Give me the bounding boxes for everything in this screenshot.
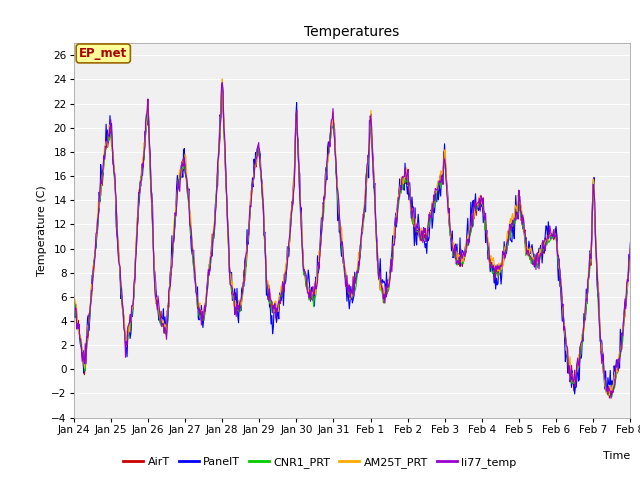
AM25T_PRT	[218, 76, 226, 82]
CNR1_PRT	[194, 303, 202, 309]
AirT	[80, 368, 88, 373]
AM25T_PRT	[70, 296, 77, 301]
AM25T_PRT	[80, 356, 88, 361]
Line: CNR1_PRT: CNR1_PRT	[74, 89, 630, 397]
PanelT	[627, 240, 634, 245]
CNR1_PRT	[608, 394, 616, 400]
PanelT	[607, 391, 615, 397]
AM25T_PRT	[224, 218, 232, 224]
CNR1_PRT	[137, 174, 145, 180]
li77_temp	[80, 357, 88, 363]
Line: li77_temp: li77_temp	[74, 83, 630, 398]
li77_temp	[224, 223, 232, 229]
AirT	[605, 395, 613, 401]
Line: AirT: AirT	[74, 84, 630, 398]
AM25T_PRT	[437, 168, 445, 174]
AM25T_PRT	[627, 243, 634, 249]
Legend: AirT, PanelT, CNR1_PRT, AM25T_PRT, li77_temp: AirT, PanelT, CNR1_PRT, AM25T_PRT, li77_…	[119, 452, 521, 472]
li77_temp	[627, 246, 634, 252]
AirT	[224, 228, 232, 234]
li77_temp	[607, 396, 615, 401]
AirT	[627, 246, 634, 252]
PanelT	[218, 80, 226, 85]
PanelT	[137, 183, 145, 189]
CNR1_PRT	[437, 185, 445, 191]
AirT	[218, 81, 226, 87]
li77_temp	[437, 180, 445, 186]
PanelT	[437, 193, 445, 199]
Line: AM25T_PRT: AM25T_PRT	[74, 79, 630, 395]
AirT	[437, 171, 445, 177]
CNR1_PRT	[627, 246, 634, 252]
AM25T_PRT	[605, 392, 613, 398]
PanelT	[80, 370, 88, 376]
CNR1_PRT	[218, 86, 226, 92]
CNR1_PRT	[70, 294, 77, 300]
li77_temp	[194, 297, 202, 303]
AM25T_PRT	[137, 179, 145, 185]
AirT	[70, 292, 77, 298]
PanelT	[224, 219, 232, 225]
Text: Time: Time	[603, 451, 630, 461]
PanelT	[194, 284, 202, 290]
li77_temp	[420, 229, 428, 235]
Y-axis label: Temperature (C): Temperature (C)	[37, 185, 47, 276]
Title: Temperatures: Temperatures	[305, 25, 399, 39]
CNR1_PRT	[80, 353, 88, 359]
li77_temp	[70, 303, 77, 309]
AM25T_PRT	[420, 230, 428, 236]
AirT	[137, 175, 145, 181]
li77_temp	[218, 80, 226, 85]
CNR1_PRT	[420, 236, 428, 241]
AirT	[194, 305, 202, 311]
Text: EP_met: EP_met	[79, 47, 127, 60]
PanelT	[420, 239, 428, 245]
AirT	[420, 231, 428, 237]
CNR1_PRT	[224, 228, 232, 234]
PanelT	[70, 291, 77, 297]
AM25T_PRT	[194, 296, 202, 302]
li77_temp	[137, 178, 145, 184]
Line: PanelT: PanelT	[74, 83, 630, 394]
